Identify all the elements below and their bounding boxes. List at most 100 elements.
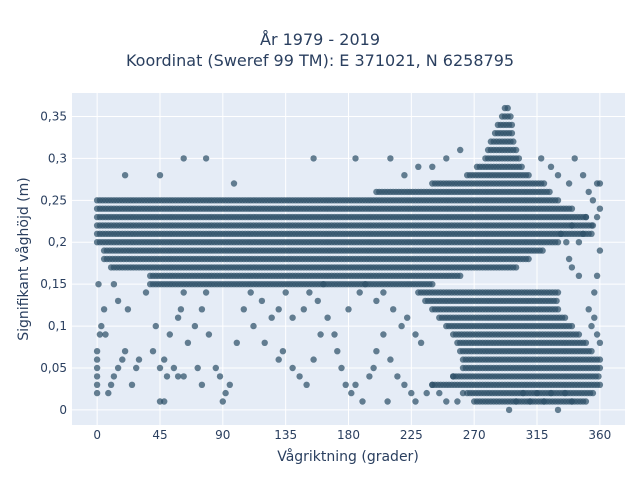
data-point [457,146,464,154]
data-point [429,281,436,288]
data-point [149,348,157,355]
data-point [554,306,562,313]
data-point [401,381,408,388]
data-point [505,406,513,414]
data-point [147,281,154,288]
data-point [373,348,380,355]
data-point [133,364,140,372]
data-point [568,398,576,405]
data-point [588,230,595,237]
data-point [579,230,587,237]
data-point [582,213,590,221]
x-tick-label: 180 [337,428,360,442]
data-point [107,381,115,388]
data-point [591,314,598,321]
data-point [554,289,562,296]
x-axis-title: Vågriktning (grader) [277,448,419,465]
data-point [156,364,164,372]
data-point [588,322,595,330]
data-point [174,314,182,321]
data-point [166,331,173,338]
data-point [202,289,210,296]
data-point [412,331,419,338]
gridlines [72,93,625,425]
data-point [174,373,182,380]
data-point [596,247,604,254]
data-point [370,364,377,372]
data-point [394,373,401,380]
data-point [417,339,425,346]
data-point [387,155,394,162]
y-tick-label: 0,05 [40,361,67,375]
data-point [338,364,345,372]
data-point [198,306,206,313]
data-point [589,389,597,397]
data-point [275,306,282,313]
data-point [565,180,573,187]
data-point [380,289,387,296]
data-point [93,381,101,388]
y-tick-label: 0,25 [40,193,67,207]
data-point [540,398,548,405]
data-point [561,389,569,397]
data-point [289,364,296,372]
data-point [352,381,359,388]
data-point [240,306,247,313]
data-point [310,356,317,363]
data-point [582,398,590,405]
data-point [345,306,352,313]
data-point [415,163,422,170]
data-point [119,356,126,363]
data-point [93,356,101,363]
data-point [582,339,590,346]
data-point [512,264,520,271]
data-point [563,239,570,246]
x-tick-label: 360 [588,428,611,442]
x-tick-label: 0 [93,428,101,442]
data-point [557,230,564,237]
data-point [546,188,553,196]
data-point [300,306,307,313]
data-point [163,373,171,380]
data-point [258,297,266,305]
data-point [161,356,168,363]
data-point [156,172,164,179]
data-point [504,104,511,112]
data-point [565,255,573,263]
data-point [429,381,436,388]
data-point [373,297,380,305]
y-tick-label: 0,1 [48,319,67,333]
data-point [596,364,604,372]
data-point [588,348,595,355]
chart-title-line2: Koordinat (Sweref 99 TM): E 371021, N 62… [125,51,515,70]
data-point [568,222,576,229]
data-point [247,289,254,296]
x-axis-ticks: 0 45 90 135 180 225 270 315 360 [93,428,611,442]
data-point [184,339,192,346]
data-point [538,155,545,162]
data-point [177,306,185,313]
data-point [334,348,341,355]
data-point [525,172,532,179]
data-point [596,381,604,388]
y-tick-label: 0,2 [48,235,67,249]
data-point [510,138,517,145]
data-point [387,356,394,363]
data-point [233,339,240,346]
data-point [575,272,583,279]
data-point [390,306,397,313]
data-point [540,180,548,187]
data-point [579,172,587,179]
data-point [596,205,604,212]
data-point [93,364,101,372]
data-point [105,389,112,397]
data-point [142,289,150,296]
data-point [508,130,516,137]
data-point [121,348,129,355]
data-point [459,389,467,397]
data-point [356,289,363,296]
data-point [512,146,520,154]
data-point [110,281,118,288]
data-point [443,155,450,162]
